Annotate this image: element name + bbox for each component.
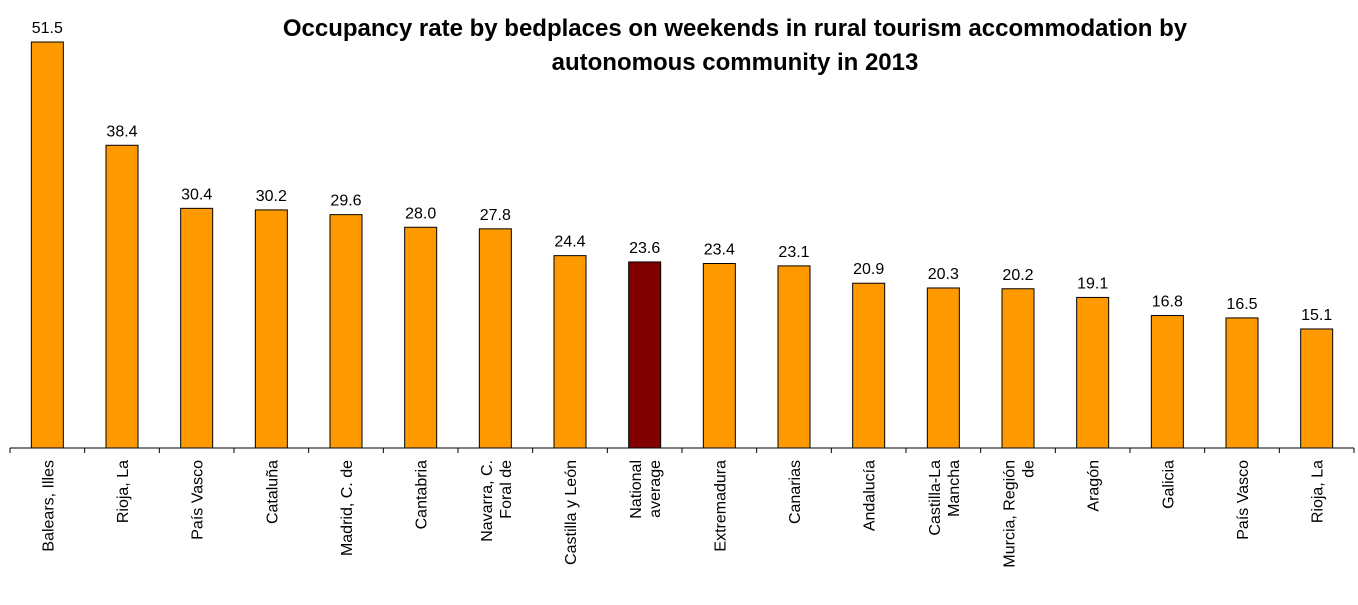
bar-value-label: 29.6	[330, 193, 361, 210]
bar-value-label: 23.1	[778, 244, 809, 261]
bar-value-label: 15.1	[1301, 307, 1332, 324]
bars-layer	[30, 41, 1334, 449]
value-labels-layer: 51.5 38.4 30.4 30.2 29.6 28.0 27.8 24.4 23.6 23.4…	[32, 20, 1333, 324]
bar-value-label: 20.9	[853, 261, 884, 278]
x-tick-label: Cataluña	[264, 460, 281, 524]
bar	[1001, 288, 1035, 449]
x-tick-label: Galicia	[1160, 460, 1177, 509]
bar-value-label: 30.2	[256, 188, 287, 205]
x-tick-label: average	[647, 460, 664, 518]
bar	[254, 209, 288, 449]
x-tick-label: Rioja, La	[1310, 460, 1327, 523]
x-tick-label: Rioja, La	[115, 460, 132, 523]
bar-value-label: 23.4	[704, 242, 735, 259]
bar	[478, 228, 512, 449]
bar-value-label: 38.4	[106, 123, 137, 140]
x-tick-label: Foral de	[498, 460, 515, 519]
x-tick-label: Balears, Illes	[40, 460, 57, 552]
chart-title-line-2: autonomous community in 2013	[551, 49, 919, 76]
bar	[777, 265, 811, 449]
chart-title-line-1: Occupancy rate by bedplaces on weekends …	[282, 15, 1188, 42]
x-tick-label: Castilla y León	[563, 460, 580, 565]
bar-value-label: 16.5	[1226, 296, 1257, 313]
bar-value-label: 16.8	[1152, 294, 1183, 311]
chart-title: Occupancy rate by bedplaces on weekends …	[120, 12, 1350, 80]
bar	[30, 41, 64, 449]
x-tick-label: Canarias	[787, 460, 804, 524]
x-tick-label: de	[1021, 460, 1038, 478]
bar-value-label: 28.0	[405, 205, 436, 222]
x-tick-label: Navarra, C.	[479, 460, 496, 542]
bar-value-label: 24.4	[554, 234, 585, 251]
bar	[1076, 296, 1110, 449]
x-tick-label: National	[628, 460, 645, 519]
bar	[926, 287, 960, 449]
bar-value-label: 23.6	[629, 240, 660, 257]
x-tick-label: Cantabria	[414, 460, 431, 529]
bar-national-average	[628, 261, 662, 449]
bar	[852, 282, 886, 449]
x-tick-label: País Vasco	[1235, 460, 1252, 540]
x-tick-label: Andalucía	[862, 460, 879, 531]
bar-value-label: 51.5	[32, 20, 63, 37]
bar	[1225, 317, 1259, 449]
bar-value-label: 30.4	[181, 186, 212, 203]
bar	[1150, 315, 1184, 449]
bar	[180, 207, 214, 449]
axis-layer	[9, 447, 1355, 453]
bar	[105, 144, 139, 449]
tick-labels-layer: Balears, Illes Rioja, La País Vasco Cataluñ…	[40, 460, 1326, 568]
x-tick-label: Aragón	[1086, 460, 1103, 512]
bar	[404, 226, 438, 449]
bar	[702, 263, 736, 449]
x-tick-label: País Vasco	[190, 460, 207, 540]
bar	[329, 214, 363, 449]
x-tick-label: Murcia, Región	[1002, 460, 1019, 568]
bar-value-label: 27.8	[480, 207, 511, 224]
bar	[1300, 328, 1334, 449]
bar-value-label: 20.2	[1002, 267, 1033, 284]
x-tick-label: Castilla-La	[927, 460, 944, 536]
bar	[553, 255, 587, 449]
bar-value-label: 19.1	[1077, 275, 1108, 292]
x-tick-label: Madrid, C. de	[339, 460, 356, 556]
bar-value-label: 20.3	[928, 266, 959, 283]
x-tick-label: Extremadura	[712, 460, 729, 552]
x-tick-label: Mancha	[946, 460, 963, 517]
